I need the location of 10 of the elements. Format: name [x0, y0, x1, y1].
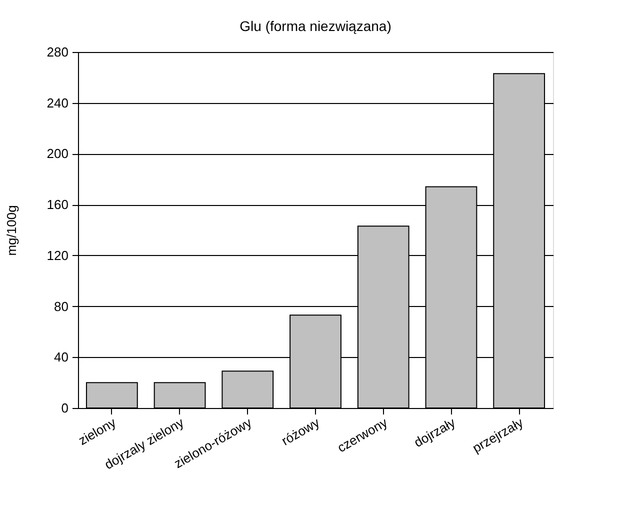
chart-title: Glu (forma niezwiązana) — [240, 18, 392, 34]
y-tick-label: 40 — [54, 350, 68, 365]
y-axis-title: mg/100g — [4, 205, 19, 256]
y-tick-label: 160 — [46, 197, 68, 212]
y-tick-label: 280 — [46, 44, 68, 60]
y-tick-label: 0 — [61, 400, 68, 416]
y-tick-label: 120 — [46, 248, 68, 263]
y-tick-label: 200 — [46, 146, 68, 162]
y-tick-label: 80 — [54, 298, 68, 314]
y-tick-label: 240 — [46, 95, 68, 110]
